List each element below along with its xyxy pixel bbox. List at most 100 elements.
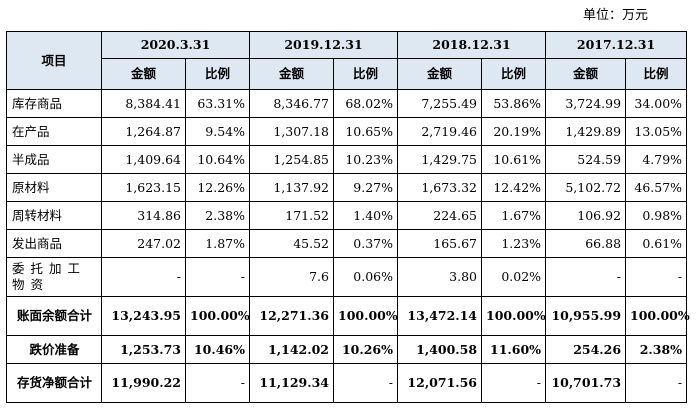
cell: 5,102.72 xyxy=(545,173,627,202)
table-row: 库存商品 8,384.41 63.31% 8,346.77 68.02% 7,2… xyxy=(6,89,688,118)
cell: 1,429.75 xyxy=(397,145,483,174)
inventory-table: 项目 2020.3.31 2019.12.31 2018.12.31 2017.… xyxy=(6,31,690,403)
cell: 9.54% xyxy=(185,117,250,146)
cell: 8,346.77 xyxy=(249,89,334,118)
period-header: 2020.3.31 xyxy=(101,31,250,59)
amount-header: 金额 xyxy=(249,58,334,90)
cell: 247.02 xyxy=(101,229,186,258)
cell: - xyxy=(625,257,688,297)
cell: 3,724.99 xyxy=(545,89,627,118)
cell: 11.60% xyxy=(481,335,547,364)
cell: 11,129.34 xyxy=(249,363,334,403)
cell: 100.00% xyxy=(185,296,250,336)
row-label: 原材料 xyxy=(6,173,102,202)
cell: 68.02% xyxy=(332,89,399,118)
cell: - xyxy=(481,363,547,403)
cell: 1,142.02 xyxy=(249,335,334,364)
cell: 2.38% xyxy=(185,201,250,230)
cell: 3.80 xyxy=(397,257,483,297)
cell: 100.00% xyxy=(625,296,690,336)
cell: 1,254.85 xyxy=(249,145,334,174)
cell: 1.40% xyxy=(332,201,399,230)
cell: 254.26 xyxy=(545,335,627,364)
cell: 10.26% xyxy=(332,335,399,364)
cell: - xyxy=(101,257,186,297)
row-label: 发出商品 xyxy=(6,229,102,258)
cell: 10,955.99 xyxy=(545,296,627,336)
cell: 10.46% xyxy=(185,335,250,364)
row-label: 跌价准备 xyxy=(6,335,102,364)
amount-header: 金额 xyxy=(101,58,186,90)
row-label: 存货净额合计 xyxy=(6,363,102,403)
table-row: 发出商品 247.02 1.87% 45.52 0.37% 165.67 1.2… xyxy=(6,229,688,258)
table-row: 账面余额合计 13,243.95 100.00% 12,271.36 100.0… xyxy=(6,296,690,336)
amount-header: 金额 xyxy=(545,58,627,90)
ratio-header: 比例 xyxy=(481,58,547,90)
cell: 7,255.49 xyxy=(397,89,483,118)
amount-header: 金额 xyxy=(397,58,483,90)
cell: 0.02% xyxy=(481,257,547,297)
cell: 314.86 xyxy=(101,201,186,230)
cell: 1.67% xyxy=(481,201,547,230)
row-label: 库存商品 xyxy=(6,89,102,118)
unit-label: 单位：万元 xyxy=(582,8,648,23)
cell: 2,719.46 xyxy=(397,117,483,146)
cell: 13.05% xyxy=(625,117,688,146)
cell: 13,243.95 xyxy=(101,296,186,336)
period-header: 2019.12.31 xyxy=(248,31,399,59)
cell: 13,472.14 xyxy=(397,296,483,336)
cell: 53.86% xyxy=(481,89,547,118)
cell: 1,429.89 xyxy=(545,117,627,146)
table-row: 周转材料 314.86 2.38% 171.52 1.40% 224.65 1.… xyxy=(6,201,688,230)
cell: 1.87% xyxy=(185,229,250,258)
cell: 8,384.41 xyxy=(101,89,186,118)
row-label: 委托加工物资 xyxy=(6,257,102,297)
cell: 9.27% xyxy=(332,173,399,202)
cell: 1,253.73 xyxy=(101,335,186,364)
cell: 12,271.36 xyxy=(249,296,334,336)
cell: 1,673.32 xyxy=(397,173,483,202)
row-label: 半成品 xyxy=(6,145,102,174)
table-row: 存货净额合计 11,990.22 - 11,129.34 - 12,071.56… xyxy=(6,363,688,403)
cell: 1,137.92 xyxy=(249,173,334,202)
cell: - xyxy=(185,257,250,297)
cell: 34.00% xyxy=(625,89,688,118)
cell: - xyxy=(625,363,688,403)
cell: 1,307.18 xyxy=(249,117,334,146)
cell: 10.23% xyxy=(332,145,399,174)
cell: 106.92 xyxy=(545,201,627,230)
table-row: 委托加工物资 - - 7.6 0.06% 3.80 0.02% - - xyxy=(6,257,688,297)
cell: 12.42% xyxy=(481,173,547,202)
row-label: 账面余额合计 xyxy=(6,296,102,336)
cell: - xyxy=(185,363,250,403)
period-header: 2018.12.31 xyxy=(397,31,547,59)
cell: 4.79% xyxy=(625,145,688,174)
cell: 46.57% xyxy=(625,173,688,202)
ratio-header: 比例 xyxy=(185,58,250,90)
row-label: 在产品 xyxy=(6,117,102,146)
table-row: 跌价准备 1,253.73 10.46% 1,142.02 10.26% 1,4… xyxy=(6,335,688,364)
cell: 11,990.22 xyxy=(101,363,186,403)
cell: 10,701.73 xyxy=(545,363,627,403)
cell: 1,409.64 xyxy=(101,145,186,174)
cell: 1.23% xyxy=(481,229,547,258)
cell: 12,071.56 xyxy=(397,363,483,403)
cell: 0.98% xyxy=(625,201,688,230)
cell: 1,623.15 xyxy=(101,173,186,202)
cell: 0.61% xyxy=(625,229,688,258)
item-column-header: 项目 xyxy=(6,31,102,90)
table-row: 原材料 1,623.15 12.26% 1,137.92 9.27% 1,673… xyxy=(6,173,688,202)
cell: 224.65 xyxy=(397,201,483,230)
cell: 100.00% xyxy=(332,296,399,336)
cell: 66.88 xyxy=(545,229,627,258)
cell: 63.31% xyxy=(185,89,250,118)
cell: 7.6 xyxy=(249,257,334,297)
cell: - xyxy=(545,257,627,297)
cell: 10.65% xyxy=(332,117,399,146)
cell: 171.52 xyxy=(249,201,334,230)
table-row: 半成品 1,409.64 10.64% 1,254.85 10.23% 1,42… xyxy=(6,145,688,174)
cell: 100.00% xyxy=(481,296,547,336)
cell: 2.38% xyxy=(625,335,688,364)
cell: 1,264.87 xyxy=(101,117,186,146)
cell: 10.61% xyxy=(481,145,547,174)
